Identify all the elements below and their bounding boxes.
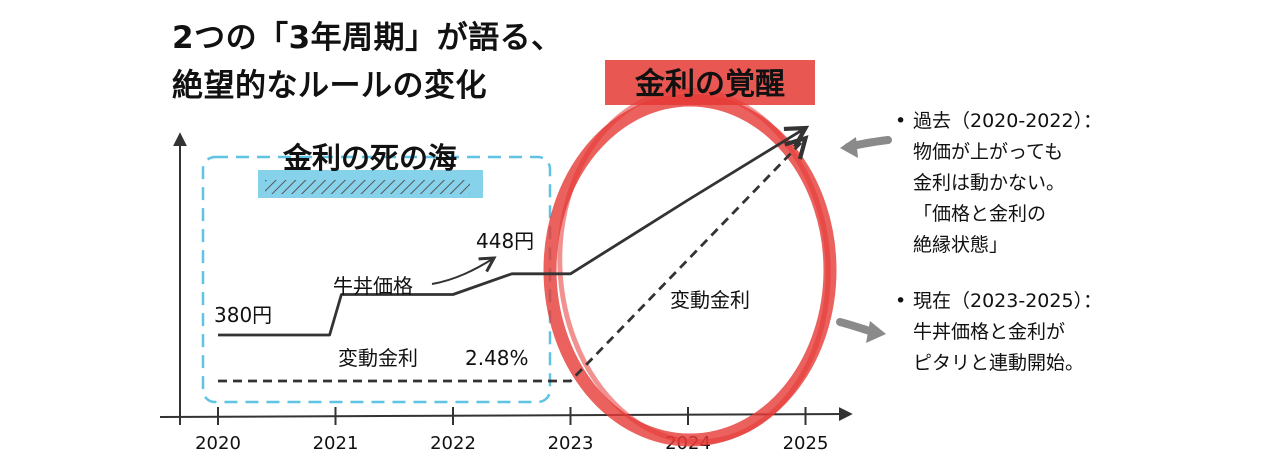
x-tick-label: 2022: [430, 433, 476, 454]
note-past-line-1: 過去（2020-2022）：: [913, 110, 1103, 132]
rate-value-label: 2.48%: [465, 346, 529, 370]
x-axis: [159, 407, 853, 422]
region-awake-label-bg: [605, 60, 815, 105]
x-tick-label: 2023: [548, 433, 594, 454]
price-series-label: 牛丼価格: [333, 274, 413, 298]
note-arrow-past: [840, 136, 892, 158]
note-past-line-3: 金利は動かない。: [913, 172, 1066, 194]
price-mid-label: 448円: [476, 229, 534, 253]
rate-label-right: 変動金利: [670, 288, 750, 312]
note-past-line-2: 物価が上がっても: [913, 141, 1064, 163]
note-past-line-5: 絶縁状態」: [913, 234, 1009, 256]
note-present-line-3: ピタリと連動開始。: [913, 352, 1085, 374]
region-dead-sea-label: 金利の死の海: [282, 141, 457, 175]
x-tick-label: 2025: [783, 433, 829, 454]
note-present-line-1: 現在（2023-2025）：: [913, 290, 1103, 312]
series-line-price: [218, 128, 806, 337]
note-present-bullet: •: [895, 290, 907, 312]
x-tick-label: 2021: [313, 433, 359, 454]
title-line-1: 2つの「3年周期」が語る、: [172, 20, 563, 56]
rate-series-label: 変動金利: [338, 346, 418, 370]
region-dead-sea-hatch: [265, 180, 470, 194]
x-tick-label: 2020: [195, 433, 241, 454]
note-present-line-2: 牛丼価格と金利が: [913, 321, 1066, 343]
note-present: • 現在（2023-2025）： 牛丼価格と金利が ピタリと連動開始。: [895, 286, 1102, 379]
price-pointer-arrow: [431, 258, 494, 285]
note-past: • 過去（2020-2022）： 物価が上がっても 金利は動かない。 「価格と金…: [895, 106, 1102, 261]
note-past-line-4: 「価格と金利の: [913, 203, 1047, 225]
title-line-2: 絶望的なルールの変化: [172, 68, 487, 104]
price-start-label: 380円: [214, 303, 272, 327]
note-past-bullet: •: [895, 110, 907, 132]
note-arrow-present: [836, 318, 886, 343]
region-awake-label: 金利の覚醒: [634, 67, 785, 102]
